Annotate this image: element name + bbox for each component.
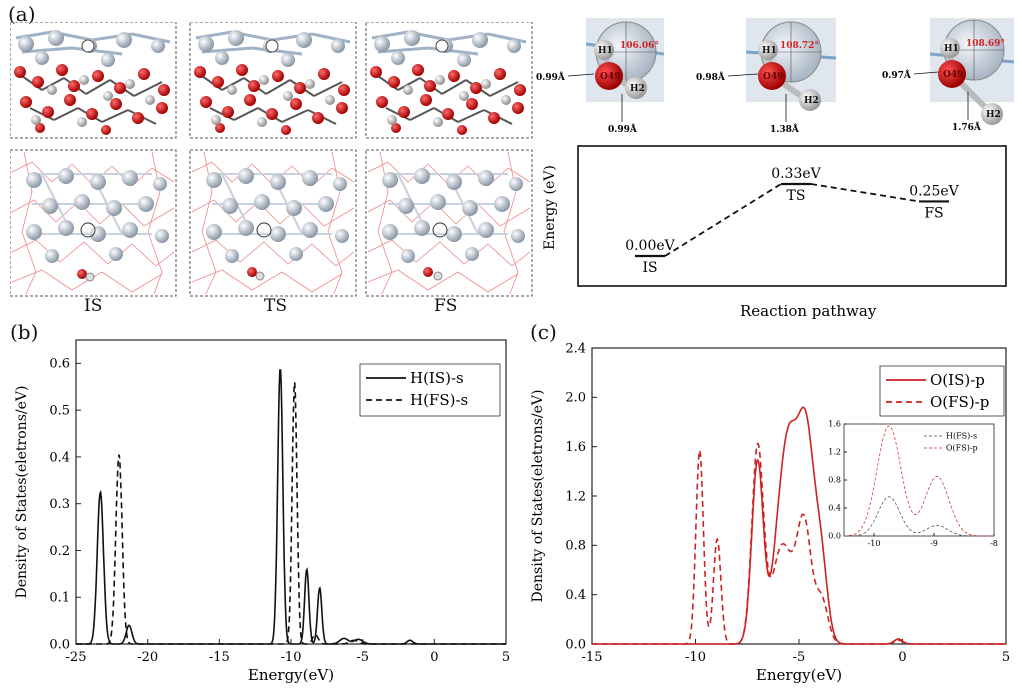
legend-label: H(IS)-s [410,369,464,387]
pathway-ylabel: Energy (eV) [542,165,558,250]
oh-bottom-ts: 1.38Å [770,123,800,134]
state-label-fs: FS [434,296,458,316]
y-tick-label: 0.5 [49,403,70,418]
svg-text:H1: H1 [598,46,613,56]
y-tick-label: 0.0 [828,532,841,541]
svg-text:H2: H2 [630,84,645,94]
x-tick-label: -10 [685,650,706,665]
angle-ts: 108.72° [780,41,819,51]
oh-bottom-fs: 1.76Å [952,121,982,133]
svg-text:H2: H2 [986,110,1001,120]
state-label-is: IS [84,296,103,316]
x-tick-label: -9 [930,539,938,548]
x-tick-label: -25 [66,650,87,665]
pathway-state-label: TS [787,188,806,204]
water-fs: H1 O49 H2 108.69° 0.97Å 1.76Å [882,18,1015,133]
svg-text:O49: O49 [943,70,963,80]
panel-b-label: (b) [10,320,39,344]
state-label-ts: TS [264,296,287,316]
series-line-h-fs-s [844,496,994,537]
y-tick-label: 0.8 [828,476,841,485]
x-tick-label: -20 [137,650,158,665]
water-closeups: H1 O49 H2 106.06° 0.99Å 0.99Å H1 O49 H2 … [536,18,1015,134]
x-axis-label: Energy(eV) [756,666,842,684]
y-tick-label: 0.4 [565,588,586,603]
angle-fs: 108.69° [966,39,1005,49]
series-line-o-fs-p [844,425,994,537]
y-tick-label: 0.4 [828,504,841,513]
svg-text:H1: H1 [762,46,777,56]
y-tick-label: 1.6 [565,440,586,455]
svg-text:H1: H1 [944,44,959,54]
pathway-state-label: FS [924,205,943,221]
pathway-frame [577,145,1007,287]
dos-chart-c: -15 -10 -5 0 5 0.0 0.4 0.8 1.2 1.6 2.0 2.4 Energy(eV… [530,341,1010,684]
water-is: H1 O49 H2 106.06° 0.99Å 0.99Å [536,18,665,134]
pathway-state-label: IS [642,260,657,276]
water-ts: H1 O49 H2 108.72° 0.98Å 1.38Å [696,18,837,134]
angle-is: 106.06° [620,41,659,51]
y-tick-label: 1.2 [828,448,841,457]
x-tick-label: -5 [356,650,369,665]
x-tick-label: 5 [502,650,510,665]
oh-top-is: 0.99Å [536,71,566,83]
dos-chart-b: -25 -20 -15 -10 -5 0 5 0.0 0.1 0.2 0.3 0.4 0.5 0.6 Ene… [14,339,510,684]
y-tick-label: 0.2 [49,544,70,559]
y-tick-label: 0.4 [49,450,70,465]
pathway-connector [664,183,782,257]
chart-b-plot: -25 -20 -15 -10 -5 0 5 0.0 0.1 0.2 0.3 0.4 0.5 0.6 Ene… [14,339,510,684]
reaction-pathway-diagram: Energy (eV) Reaction pathway 0.00eV IS 0.3… [542,145,1007,320]
oh-top-ts: 0.98Å [696,71,726,83]
y-tick-label: 1.6 [828,420,841,429]
y-axis-label: Density of States(eletrons/eV) [530,390,546,603]
y-tick-label: 2.4 [565,341,586,356]
y-axis-label: Density of States(eletrons/eV) [14,386,30,599]
legend-box [879,365,1005,417]
svg-text:H2: H2 [804,96,819,106]
x-tick-label: 0 [430,650,438,665]
inset-background [844,424,994,536]
y-tick-label: 0.1 [49,591,70,606]
chart-c-inset-plot: -10 -9 -8 0.0 0.4 0.8 1.2 1.6 H(FS)-s O(FS)-p [828,420,998,548]
x-tick-label: 0 [898,650,906,665]
pathway-energy-label: 0.33eV [771,166,821,182]
series-line-o-fs-p [592,442,1006,645]
legend-label: H(FS)-s [410,391,468,409]
y-tick-label: 0.3 [49,497,70,512]
chart-c-plot: -15 -10 -5 0 5 0.0 0.4 0.8 1.2 1.6 2.0 2.4 Energy(eV… [530,341,1010,684]
legend-label: O(FS)-p [930,393,989,411]
oh-bottom-is: 0.99Å [608,123,638,134]
series-line-h-fs-s [76,382,506,645]
x-tick-label: -8 [990,539,998,548]
legend-label: O(FS)-p [946,444,978,453]
x-tick-label: -15 [582,650,603,665]
x-tick-label: -15 [209,650,230,665]
panel-c-label: (c) [530,320,557,344]
x-tick-label: 5 [1002,650,1010,665]
structure-grid [10,22,533,297]
x-tick-label: -10 [868,539,881,548]
y-tick-label: 0.6 [49,357,70,372]
y-tick-label: 0.8 [565,539,586,554]
x-axis-label: Energy(eV) [248,666,334,684]
pathway-energy-label: 0.25eV [909,183,959,199]
y-tick-label: 1.2 [565,489,586,504]
oh-top-fs: 0.97Å [882,69,912,81]
pathway-connector [810,183,920,203]
legend-label: O(IS)-p [930,371,985,389]
pathway-xlabel: Reaction pathway [740,302,877,320]
svg-text:O49: O49 [763,72,783,82]
legend-box [359,363,501,417]
pathway-energy-label: 0.00eV [625,238,675,254]
series-line-o-is-p [592,406,1006,645]
y-tick-label: 0.0 [565,637,586,652]
x-tick-label: -5 [793,650,806,665]
legend-label: H(FS)-s [946,432,977,441]
svg-text:O49: O49 [600,72,620,82]
y-tick-label: 2.0 [565,391,586,406]
x-tick-label: -10 [281,650,302,665]
y-tick-label: 0.0 [49,637,70,652]
